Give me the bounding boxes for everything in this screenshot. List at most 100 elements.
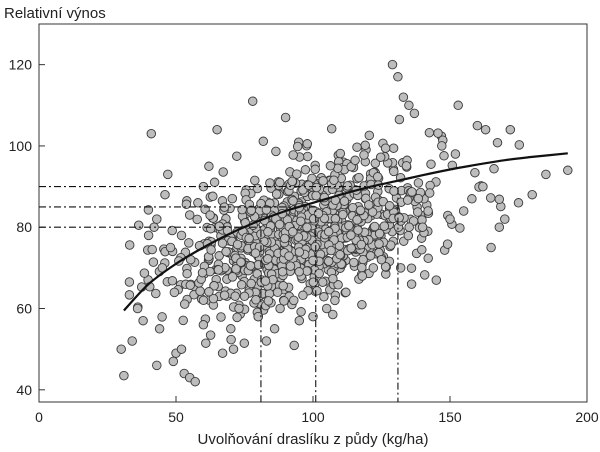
data-point [227,193,238,204]
data-point [288,196,298,206]
data-point [439,151,449,161]
data-point [218,167,228,177]
data-point [494,222,505,232]
data-point [168,356,179,367]
data-point [467,194,477,204]
data-point [489,164,499,174]
data-point [146,128,157,139]
data-point [352,142,362,152]
data-point [374,228,385,239]
data-point [280,233,290,244]
data-point [289,340,299,351]
data-point [226,334,236,345]
data-point [197,267,208,278]
data-point [226,324,236,334]
data-point [147,244,157,255]
data-point [318,176,328,186]
x-axis: 0 50 100 150 200 [35,396,599,425]
data-point [216,312,226,322]
data-point [453,100,463,111]
data-point [514,140,525,150]
data-point [374,239,384,249]
data-point [176,344,187,354]
data-point [239,291,250,302]
data-point [505,124,516,135]
data-point [232,239,243,250]
data-point [541,169,551,180]
data-point [119,370,129,381]
data-point [271,189,282,199]
data-point [246,278,256,289]
data-point [333,280,343,290]
data-point [323,256,334,267]
data-point [409,108,420,119]
data-point [413,178,424,188]
data-point [250,248,261,258]
data-point [341,287,351,298]
data-point [355,205,366,216]
data-point [250,175,260,186]
data-point [289,295,299,306]
data-point [328,309,338,320]
data-point [413,193,424,204]
data-point [311,182,322,193]
data-point [437,141,447,151]
data-point [217,238,228,248]
data-point [143,230,154,241]
data-point [352,215,362,225]
data-points [116,59,573,387]
data-point [426,159,436,169]
data-point [260,276,271,286]
data-point [313,208,324,219]
data-point [368,263,379,273]
data-point [151,288,161,299]
data-point [152,360,162,371]
data-point [450,149,461,159]
data-point [132,303,143,314]
data-point [500,214,510,224]
data-point [335,148,346,159]
data-point [176,230,187,241]
y-tick-label: 120 [9,57,33,73]
data-point [310,164,320,175]
data-point [308,255,318,266]
data-point [154,324,165,334]
data-point [251,295,261,305]
data-point [406,279,417,289]
data-point [308,277,319,287]
data-point [246,205,257,216]
data-point [294,315,305,326]
data-point [360,140,370,151]
data-point [357,271,368,281]
data-point [169,287,180,298]
data-point [208,191,218,202]
x-axis-title: Uvolňování draslíku z půdy (kg/ha) [198,431,429,448]
data-point [165,242,176,253]
data-point [263,227,273,237]
data-point [480,124,491,135]
y-tick-label: 80 [16,219,32,235]
data-point [401,161,412,171]
data-point [127,336,137,346]
data-point [359,150,369,160]
data-point [160,189,170,200]
data-point [198,320,209,330]
data-point [387,59,398,70]
data-point [209,177,220,188]
data-point [325,161,336,171]
data-point [326,124,337,134]
data-point [245,261,256,271]
data-point [342,181,353,191]
data-point [295,216,306,226]
data-point [261,205,272,215]
data-point [412,207,423,217]
data-point [389,186,399,196]
data-point [423,253,433,264]
data-point [288,227,298,237]
data-point [124,277,135,287]
reference-line [39,226,262,402]
y-axis-title: Relativní výnos [4,5,106,22]
data-point [204,287,214,297]
data-point [287,176,297,187]
data-point [470,167,480,178]
